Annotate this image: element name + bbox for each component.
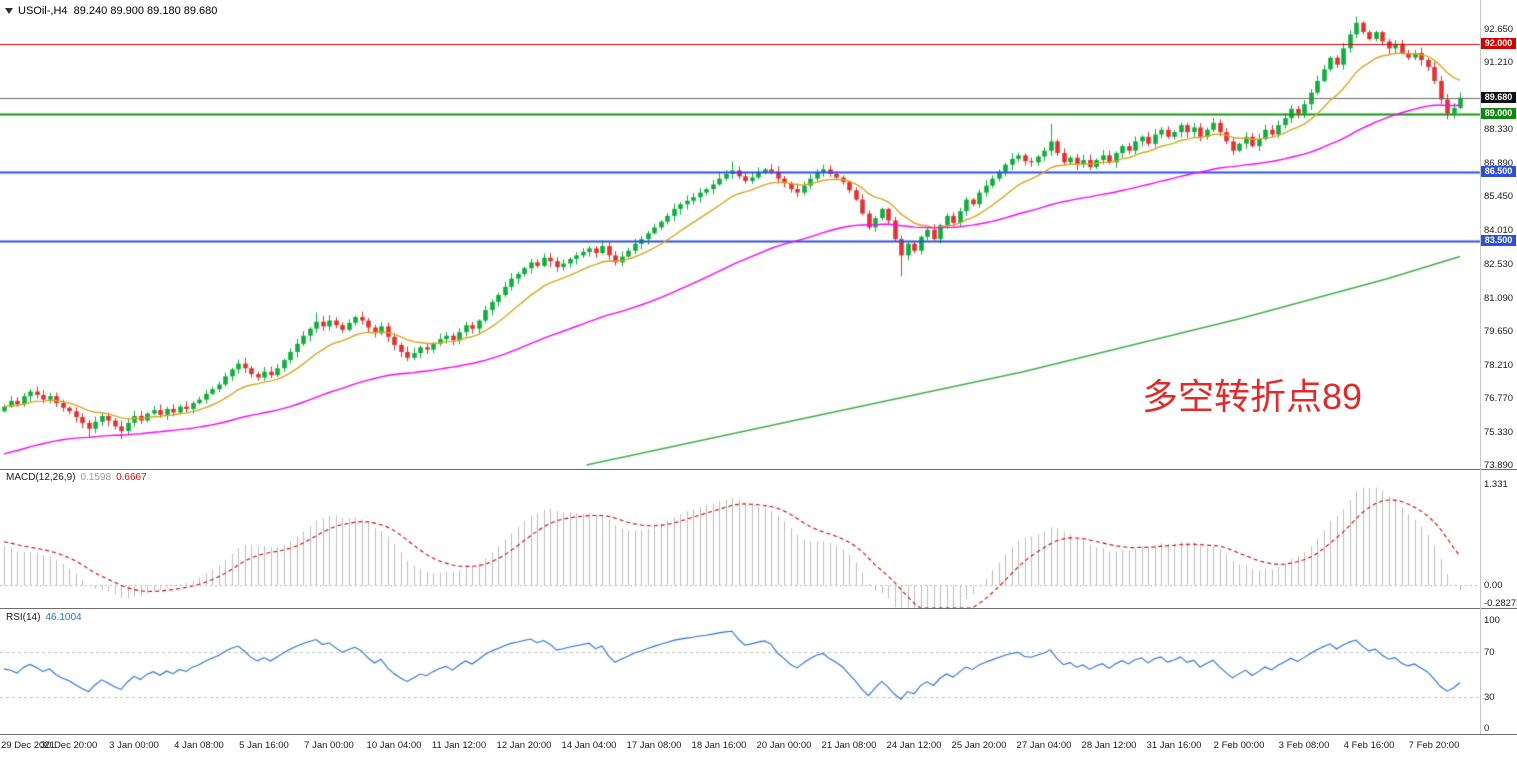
- time-axis-label: 14 Jan 04:00: [561, 740, 617, 751]
- rsi-axis-label: 70: [1484, 646, 1495, 658]
- price-tag: 86.500: [1481, 165, 1516, 177]
- macd-main-value: 0.1598: [80, 472, 112, 483]
- time-axis-label: 7 Feb 20:00: [1408, 740, 1460, 751]
- time-axis-label: 3 Feb 08:00: [1278, 740, 1330, 751]
- price-axis-label: 82.530: [1484, 259, 1514, 271]
- price-axis-label: 81.090: [1484, 292, 1514, 304]
- time-axis-label: 2 Feb 00:00: [1213, 740, 1265, 751]
- price-tag: 89.000: [1481, 107, 1516, 119]
- price-axis-label: 88.330: [1484, 124, 1514, 136]
- time-axis-label: 12 Jan 20:00: [496, 740, 552, 751]
- price-scale[interactable]: 92.650 91.210 88.330 86.890 85.450 84.010 82.5…: [1481, 0, 1517, 735]
- time-axis-label: 4 Jan 08:00: [174, 740, 224, 751]
- price-axis-label: 86.890: [1484, 157, 1514, 169]
- ohlc-values: 89.240 89.900 89.180 89.680: [73, 5, 218, 17]
- time-axis-label: 25 Jan 20:00: [951, 740, 1007, 751]
- time-axis-label: 30 Dec 20:00: [40, 740, 98, 751]
- time-axis-label: 3 Jan 00:00: [109, 740, 159, 751]
- rsi-axis-label: 100: [1484, 615, 1500, 626]
- price-axis-label: 78.210: [1484, 359, 1514, 371]
- chart-title: USOil-,H4 89.240 89.900 89.180 89.680: [5, 5, 217, 17]
- macd-axis-label: 0.00: [1484, 580, 1503, 592]
- price-axis-label: 84.010: [1484, 224, 1514, 236]
- macd-axis-label: -0.2827: [1484, 598, 1517, 609]
- chart-annotation-text: 多空转折点89: [1142, 376, 1363, 417]
- time-axis-label: 29 Dec 2021: [1, 740, 55, 751]
- panel-separator-rsi[interactable]: [0, 608, 1517, 609]
- time-scale[interactable]: 29 Dec 2021 30 Dec 20:00 3 Jan 00:00 4 Jan …: [0, 735, 1517, 759]
- price-tag: 83.500: [1481, 235, 1516, 247]
- panel-separator-macd[interactable]: [0, 469, 1517, 470]
- time-axis-label: 18 Jan 16:00: [691, 740, 747, 751]
- rsi-name: RSI(14): [6, 612, 41, 623]
- rsi-axis-label: 0: [1484, 723, 1490, 734]
- time-axis-label: 4 Feb 16:00: [1343, 740, 1395, 751]
- price-axis-label: 75.330: [1484, 426, 1514, 438]
- time-axis-label: 20 Jan 00:00: [756, 740, 812, 751]
- price-scale-border: [1480, 0, 1481, 734]
- time-axis-label: 11 Jan 12:00: [431, 740, 487, 751]
- time-axis-label: 28 Jan 12:00: [1081, 740, 1137, 751]
- rsi-value: 46.1004: [45, 612, 82, 623]
- time-axis-label: 27 Jan 04:00: [1016, 740, 1072, 751]
- price-tag: 92.000: [1481, 37, 1516, 49]
- time-axis-label: 17 Jan 08:00: [626, 740, 682, 751]
- price-axis-label: 92.650: [1484, 23, 1514, 35]
- macd-name: MACD(12,26,9): [6, 472, 76, 483]
- time-axis-label: 21 Jan 08:00: [821, 740, 877, 751]
- time-axis-label: 31 Jan 16:00: [1146, 740, 1202, 751]
- price-axis-label: 85.450: [1484, 191, 1514, 203]
- time-axis-label: 24 Jan 12:00: [886, 740, 942, 751]
- macd-signal-value: 0.6667: [116, 472, 147, 483]
- macd-axis-label: 1.331: [1484, 479, 1508, 490]
- symbol-period-label: USOil-,H4: [18, 5, 68, 17]
- time-axis-label: 5 Jan 16:00: [239, 740, 289, 751]
- symbol-dropdown-icon[interactable]: [5, 8, 13, 14]
- rsi-indicator-label: RSI(14) 46.1004: [6, 612, 87, 623]
- price-axis-label: 79.650: [1484, 326, 1514, 337]
- macd-indicator-label: MACD(12,26,9) 0.1598 0.6667: [6, 472, 152, 483]
- panel-separator-time[interactable]: [0, 734, 1517, 735]
- price-axis-label: 91.210: [1484, 57, 1514, 69]
- price-tag: 89.680: [1481, 91, 1516, 103]
- price-axis-label: 76.770: [1484, 393, 1514, 404]
- time-axis-label: 10 Jan 04:00: [366, 740, 422, 751]
- rsi-axis-label: 30: [1484, 692, 1495, 704]
- time-axis-label: 7 Jan 00:00: [304, 740, 354, 751]
- price-axis-label: 73.890: [1484, 460, 1514, 471]
